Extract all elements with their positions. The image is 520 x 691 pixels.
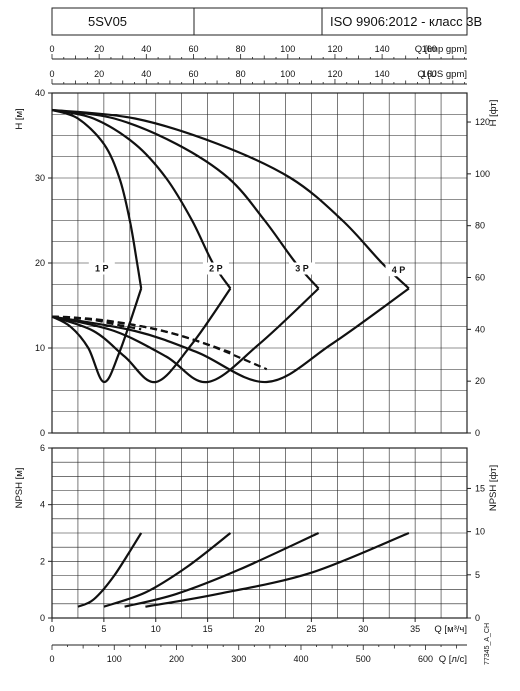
head-ytick-label: 20 <box>35 258 45 268</box>
npsh-ytick-label: 0 <box>40 613 45 623</box>
x2-axis-tick-label: 300 <box>231 654 246 664</box>
top-axis-tick-label: 80 <box>236 69 246 79</box>
top-axis-tick-label: 120 <box>327 44 342 54</box>
curve-label-bg <box>88 262 115 275</box>
top-axis-tick-label: 140 <box>375 69 390 79</box>
head-curve-aux-10 <box>51 315 268 371</box>
head-ytick-right-label: 60 <box>475 273 485 283</box>
curve-label: 3 P <box>295 264 309 274</box>
top-axis-tick-label: 120 <box>327 69 342 79</box>
top-axis-tick-label: 0 <box>49 69 54 79</box>
npsh-ytick-label: 4 <box>40 500 45 510</box>
top-axis-tick-label: 80 <box>236 44 246 54</box>
head-ylabel: H [м] <box>14 108 25 129</box>
head-ytick-label: 30 <box>35 173 45 183</box>
x2-axis-tick-label: 0 <box>49 654 54 664</box>
head-ytick-right-label: 100 <box>475 169 490 179</box>
x2-axis-tick-label: 600 <box>418 654 433 664</box>
head-curve-aux-6 <box>51 287 320 384</box>
top-axis-tick-label: 20 <box>94 69 104 79</box>
top-axis-tick-label: 100 <box>280 44 295 54</box>
top-axis-tick-label: 0 <box>49 44 54 54</box>
top-axis-tick-label: 60 <box>188 69 198 79</box>
curve-label-bg <box>289 262 316 275</box>
curve-label: 2 P <box>209 264 223 274</box>
x2-axis-tick-label: 400 <box>293 654 308 664</box>
head-curve-aux-4 <box>51 288 143 384</box>
npsh-xtick-label: 25 <box>306 624 316 634</box>
top-axis-tick-label: 40 <box>141 69 151 79</box>
head-ytick-label: 0 <box>40 428 45 438</box>
top-axis-tick-label: 100 <box>280 69 295 79</box>
top-axis-tick-label: 140 <box>375 44 390 54</box>
head-curve-aux-7 <box>51 287 410 384</box>
npsh-xtick-label: 20 <box>254 624 264 634</box>
side-code: 77345_A_CH <box>484 623 491 665</box>
head-curve-1p <box>51 108 143 289</box>
npsh-ytick-right-label: 10 <box>475 527 485 537</box>
top-axis-label: Q [US gpm] <box>417 69 467 80</box>
x2-axis-label: Q [л/с] <box>439 654 467 665</box>
model-title: 5SV05 <box>88 14 127 29</box>
x2-axis-tick-label: 100 <box>107 654 122 664</box>
top-axis-tick-label: 160 <box>422 44 437 54</box>
x2-axis-tick-label: 200 <box>169 654 184 664</box>
head-ytick-label: 40 <box>35 88 45 98</box>
npsh-xtick-label: 15 <box>203 624 213 634</box>
curve-label-bg <box>385 264 412 277</box>
npsh-xlabel: Q [м³/ч] <box>434 624 467 635</box>
head-ytick-right-label: 80 <box>475 221 485 231</box>
npsh-curve-4 <box>145 531 410 608</box>
npsh-xtick-label: 5 <box>101 624 106 634</box>
npsh-xtick-label: 35 <box>410 624 420 634</box>
npsh-ytick-label: 2 <box>40 556 45 566</box>
top-axis-tick-label: 20 <box>94 44 104 54</box>
npsh-xtick-label: 0 <box>49 624 54 634</box>
npsh-curve-2 <box>103 532 232 608</box>
npsh-ytick-right-label: 15 <box>475 483 485 493</box>
npsh-curve-3 <box>124 532 320 608</box>
npsh-ylabel: NPSH [м] <box>14 468 25 509</box>
head-ytick-right-label: 20 <box>475 376 485 386</box>
npsh-ytick-right-label: 0 <box>475 613 480 623</box>
top-axis-label: Q [Imp gpm] <box>415 44 467 55</box>
x2-axis-tick-label: 500 <box>356 654 371 664</box>
top-axis-tick-label: 60 <box>188 44 198 54</box>
npsh-ytick-right-label: 5 <box>475 570 480 580</box>
top-axis-tick-label: 40 <box>141 44 151 54</box>
npsh-xtick-label: 10 <box>151 624 161 634</box>
npsh-curve-1 <box>77 532 143 608</box>
header: 5SV05 ISO 9906:2012 - класс 3B <box>51 7 482 36</box>
top-axis-tick-label: 160 <box>422 69 437 79</box>
head-curve-aux-5 <box>51 287 232 384</box>
npsh-xtick-label: 30 <box>358 624 368 634</box>
head-ytick-right-label: 40 <box>475 324 485 334</box>
head-curve-4p <box>51 108 410 290</box>
npsh-ylabel-right: NPSH [фт] <box>488 465 499 511</box>
curve-label: 1 P <box>95 264 109 274</box>
curve-label-bg <box>202 262 229 275</box>
head-ytick-right-label: 120 <box>475 117 490 127</box>
head-ytick-label: 10 <box>35 343 45 353</box>
head-ylabel-right: H [фт] <box>488 100 499 127</box>
curve-label: 4 P <box>392 265 406 275</box>
npsh-ytick-label: 6 <box>40 443 45 453</box>
standard-title: ISO 9906:2012 - класс 3B <box>330 14 482 29</box>
head-ytick-right-label: 0 <box>475 428 480 438</box>
